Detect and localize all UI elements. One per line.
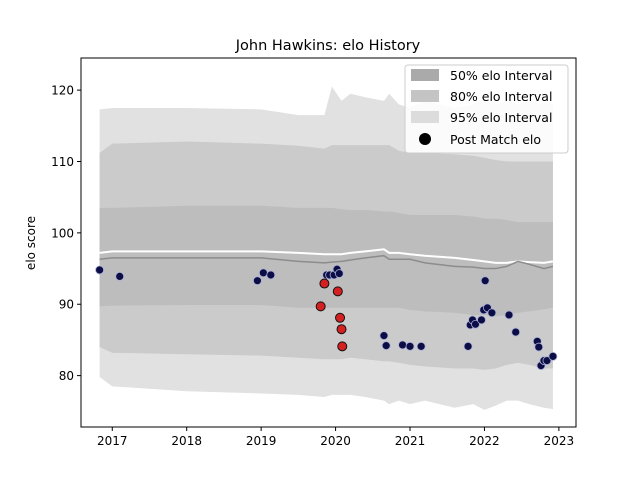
legend-swatch-50 [411,69,439,81]
highlight-point [332,286,343,297]
highlight-point [319,278,330,289]
y-axis-label: elo score [24,216,38,270]
interval-bands [99,86,553,410]
post-match-point [381,341,391,351]
post-match-point [542,356,552,366]
post-match-point [334,269,344,278]
post-match-point [405,341,415,351]
post-match-point [258,268,268,278]
post-match-point [511,327,521,337]
post-match-point [487,308,497,318]
x-tick-label: 2022 [469,434,500,448]
chart-title: John Hawkins: elo History [235,38,421,54]
x-tick-label: 2017 [97,434,128,448]
post-match-point [504,310,514,320]
median-line [99,254,554,270]
post-match-point [480,276,490,286]
axes-frame [80,57,577,428]
x-axis: 2017 2018 2019 2020 2021 2022 2023 [97,427,574,448]
x-tick-label: 2019 [246,434,277,448]
legend-label-50: 50% elo Interval [450,68,552,83]
highlight-point [315,301,326,312]
legend-marker-post-match [419,133,431,145]
plot-area [80,57,577,428]
mean-line [99,248,554,264]
post-match-point [379,331,389,341]
x-tick-label: 2020 [320,434,351,448]
post-match-point [548,351,558,361]
post-match-point [95,265,105,275]
legend-label-post-match: Post Match elo [450,132,541,147]
band-50 [99,205,553,317]
y-tick-label: 110 [51,155,74,169]
post-match-points [95,264,558,371]
post-match-point [266,270,276,280]
post-match-point [416,341,426,351]
y-tick-label: 80 [59,369,74,383]
x-tick-label: 2021 [395,434,426,448]
post-match-point [471,319,480,329]
post-match-point [477,315,486,325]
trend-lines [99,248,554,270]
highlight-point [336,324,347,335]
highlight-point [335,312,346,323]
legend-label-80: 80% elo Interval [450,89,552,104]
y-tick-label: 90 [59,298,74,312]
post-match-point [253,276,262,286]
x-tick-label: 2023 [544,434,575,448]
legend-swatch-95 [411,111,439,123]
legend-label-95: 95% elo Interval [450,110,552,125]
post-match-point [463,341,473,351]
legend-box [404,64,569,154]
legend-swatch-80 [411,90,439,102]
highlight-point [337,341,348,352]
post-match-point [398,340,407,350]
x-tick-label: 2018 [171,434,202,448]
post-match-point [534,342,544,352]
y-axis: 80 90 100 110 120 [51,84,81,383]
y-tick-label: 100 [51,226,74,240]
post-match-point [115,271,125,281]
y-tick-label: 120 [51,84,74,98]
legend: 50% elo Interval 80% elo Interval 95% el… [404,64,569,154]
